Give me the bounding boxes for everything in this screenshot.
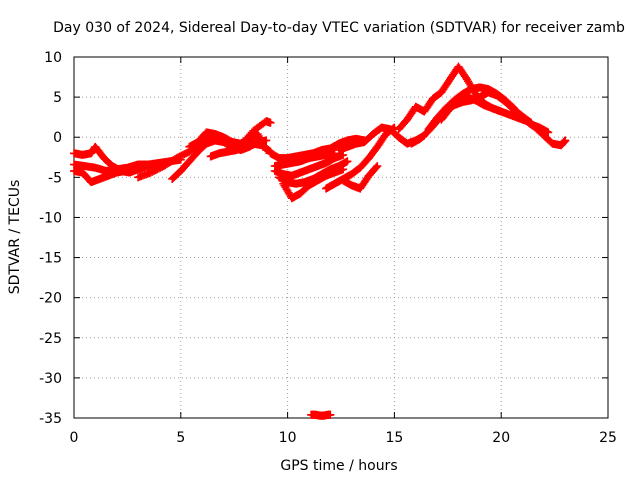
y-tick-label: -15 (39, 251, 62, 267)
chart-title: Day 030 of 2024, Sidereal Day-to-day VTE… (53, 20, 625, 36)
x-tick-label: 5 (176, 430, 185, 446)
y-tick-label: -35 (39, 411, 62, 427)
y-tick-label: -5 (48, 170, 62, 186)
x-tick-label: 10 (279, 430, 297, 446)
y-tick-label: -10 (39, 210, 62, 226)
series-track-20 (307, 410, 335, 420)
axis-ticks (73, 56, 609, 419)
x-tick-label: 25 (599, 430, 617, 446)
series-track-14 (339, 162, 382, 193)
data-point (373, 162, 382, 171)
x-tick-label: 0 (70, 430, 79, 446)
tick-labels: 0 5 10 15 20 25 10 5 0 -5 -10 -15 -20 -25 -30 -35 (39, 50, 617, 446)
data-point (339, 165, 348, 174)
y-tick-label: 5 (53, 90, 62, 106)
grid (74, 57, 608, 418)
series-track-3 (70, 163, 147, 187)
plot-frame (73, 56, 609, 419)
x-tick-label: 20 (492, 430, 510, 446)
y-axis-label: SDTVAR / TECUs (7, 180, 23, 295)
y-tick-label: 0 (53, 130, 62, 146)
data-point (561, 136, 570, 145)
data-point (138, 163, 147, 172)
series-track-16 (394, 62, 506, 134)
y-tick-label: -25 (39, 331, 62, 347)
y-tick-label: -20 (39, 291, 62, 307)
data-point (544, 128, 553, 137)
data-series (70, 62, 570, 420)
y-tick-label: 10 (44, 50, 62, 66)
series-track-19 (437, 93, 570, 150)
series-track-7 (206, 139, 275, 161)
series-track-12 (279, 165, 348, 203)
x-tick-label: 15 (385, 430, 403, 446)
data-point (326, 410, 335, 419)
data-point (372, 163, 381, 172)
data-point (266, 118, 275, 127)
x-axis-label: GPS time / hours (280, 458, 397, 474)
data-point (343, 157, 352, 166)
y-tick-label: -30 (39, 371, 62, 387)
